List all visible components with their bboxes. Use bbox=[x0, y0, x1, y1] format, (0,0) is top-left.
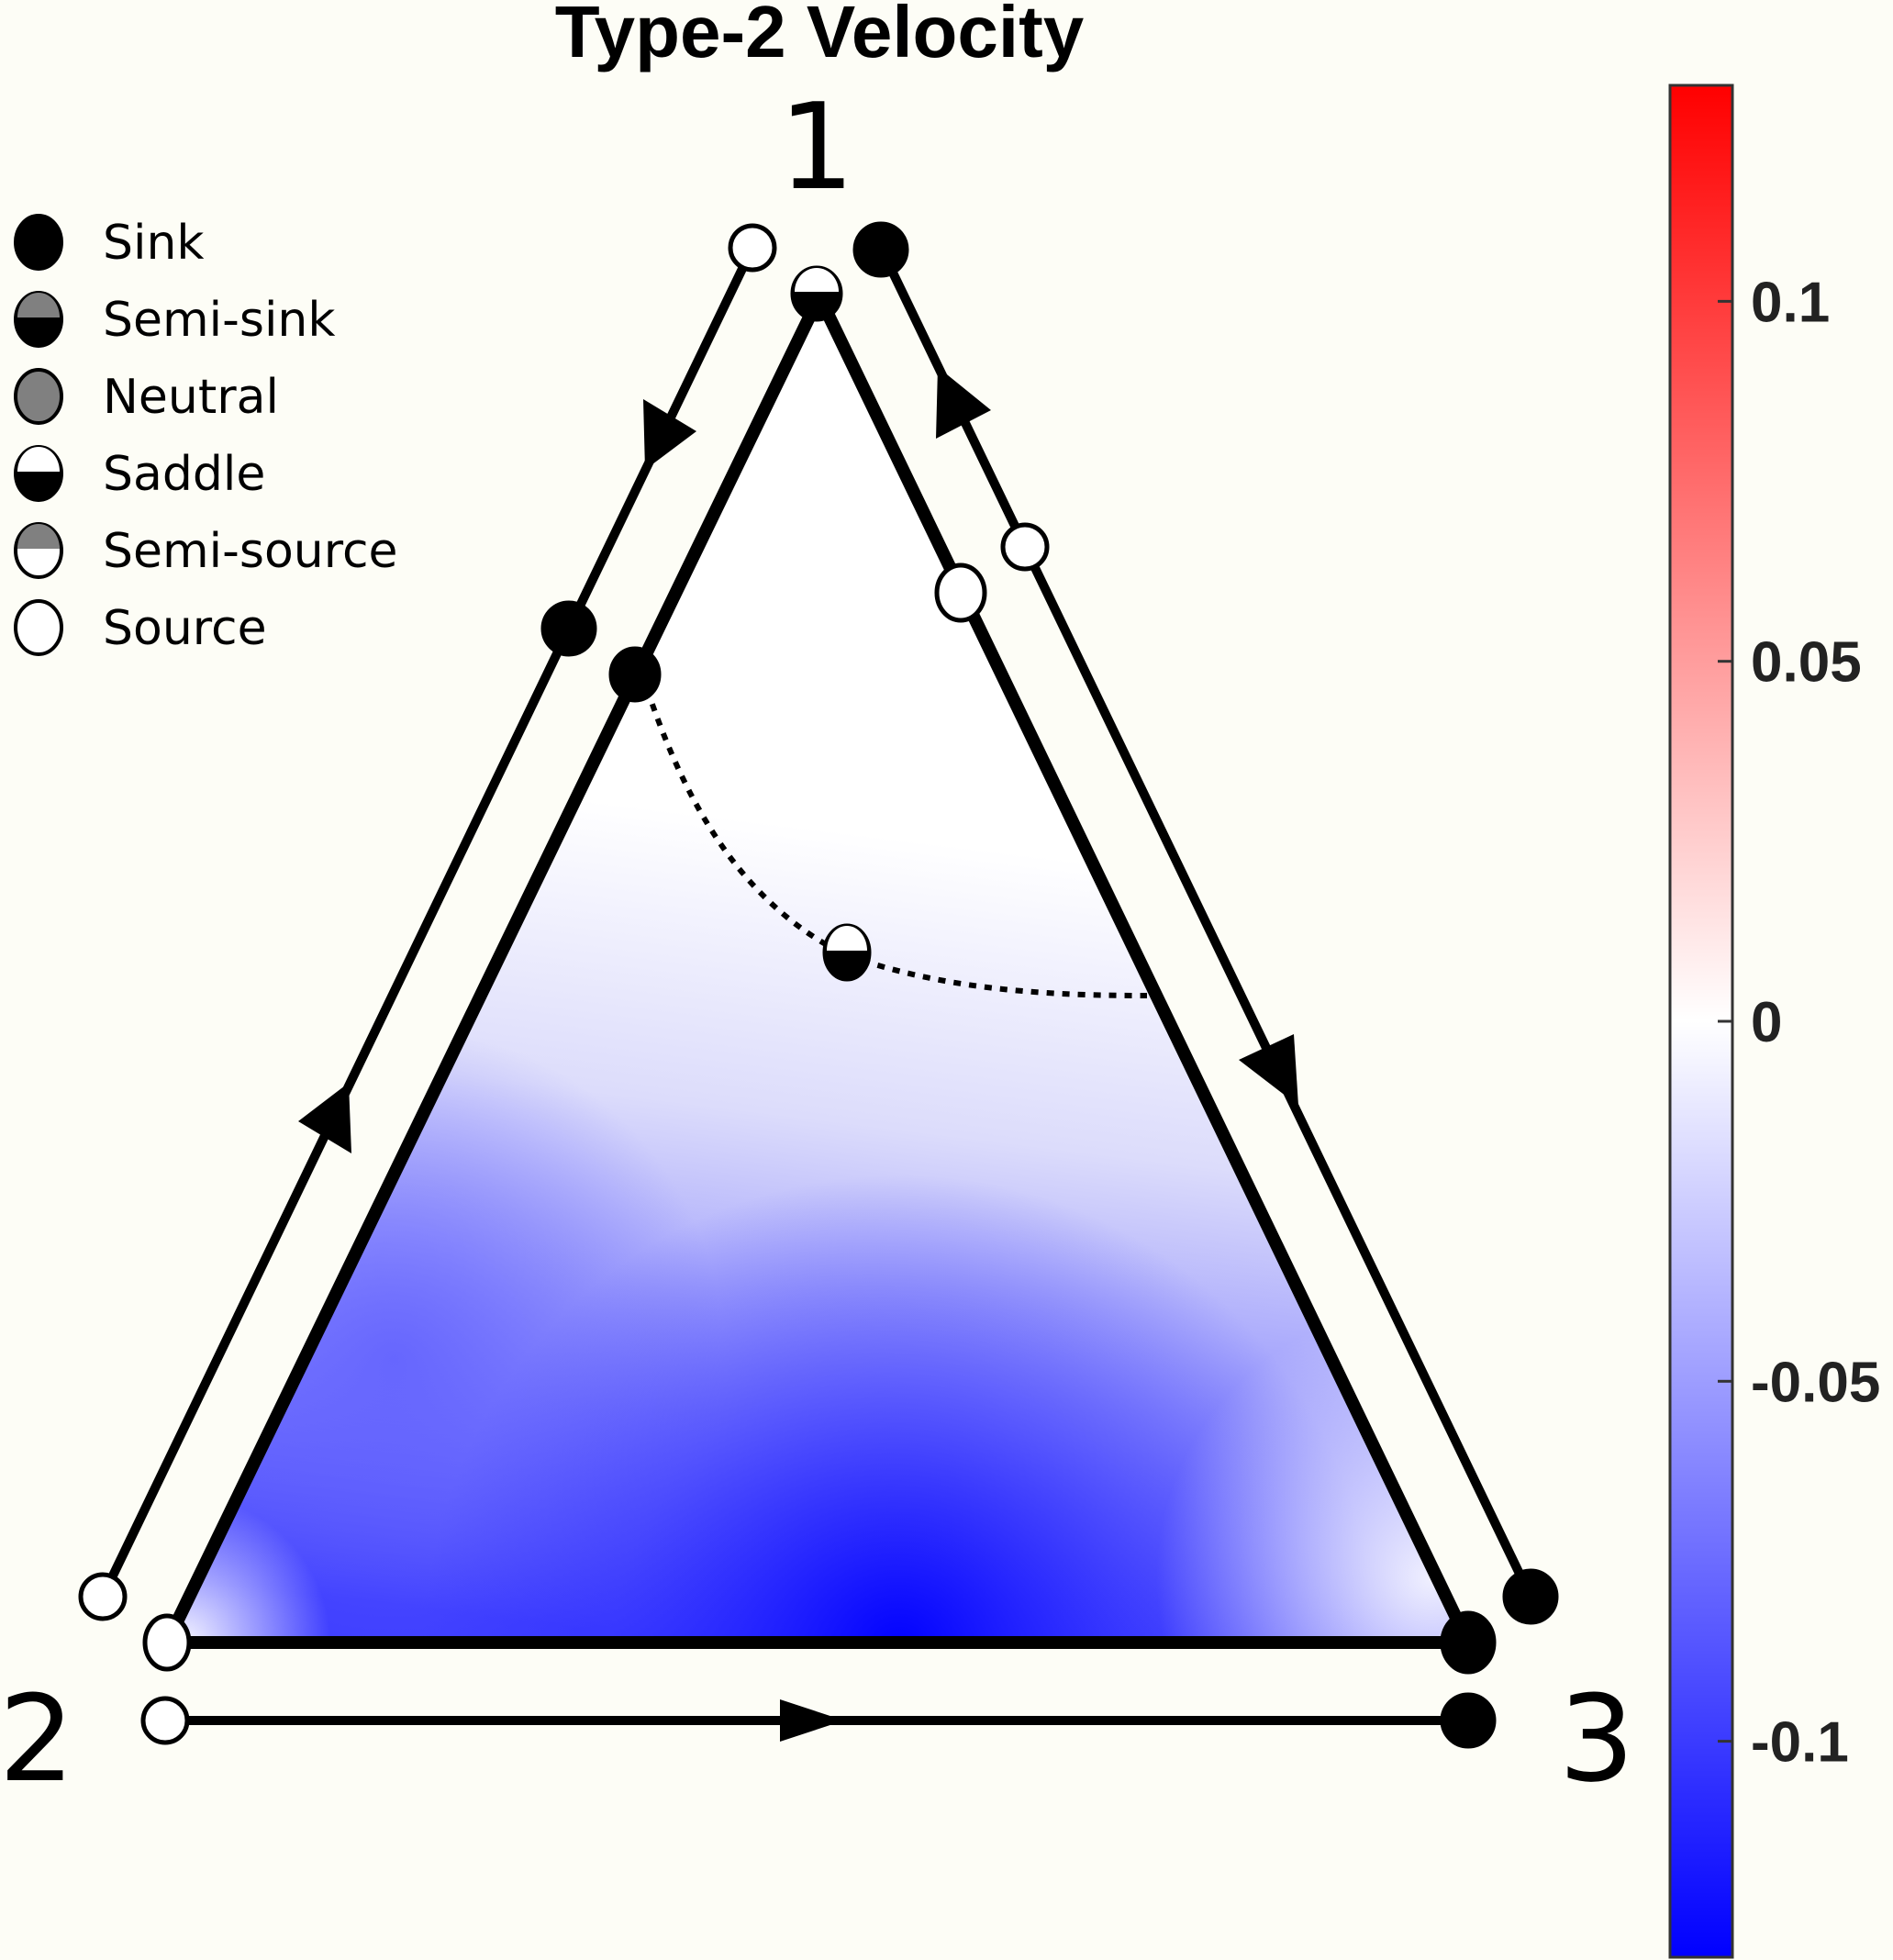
chart-title: Type-2 Velocity bbox=[555, 0, 1085, 72]
saddle-icon bbox=[14, 445, 63, 502]
sink-point bbox=[608, 646, 662, 703]
legend-label-semi-source: Semi-source bbox=[103, 524, 398, 579]
source-point bbox=[140, 1696, 190, 1745]
neutral-icon bbox=[14, 368, 63, 425]
legend-item-source: Source bbox=[14, 599, 267, 656]
source-point bbox=[78, 1572, 128, 1621]
arrow-edge-2-1-upper bbox=[643, 399, 696, 470]
colorbar: 0.1 0.05 0 -0.05 -0.1 bbox=[1668, 84, 1880, 1959]
legend-label-neutral: Neutral bbox=[103, 370, 279, 425]
separatrix bbox=[640, 674, 1148, 998]
vertex-label-3: 3 bbox=[1559, 1669, 1635, 1809]
saddle-vertex-1 bbox=[790, 265, 843, 322]
sink-icon bbox=[14, 214, 63, 271]
colorbar-tick-label: 0.1 bbox=[1751, 271, 1830, 334]
source-point bbox=[1000, 522, 1050, 572]
legend-label-source: Source bbox=[103, 601, 267, 656]
legend-item-saddle: Saddle bbox=[14, 445, 265, 502]
colorbar-tick-label: 0 bbox=[1751, 991, 1782, 1054]
source-point bbox=[934, 562, 987, 623]
arrow-edge-2-3 bbox=[780, 1699, 844, 1742]
source-vertex-2 bbox=[142, 1613, 192, 1672]
semi-sink-icon bbox=[14, 291, 63, 348]
source-point bbox=[728, 223, 777, 273]
source-icon bbox=[14, 599, 63, 656]
vertex-label-2: 2 bbox=[0, 1669, 74, 1809]
simplex-border bbox=[161, 290, 1475, 1649]
sink-vertex-3 bbox=[1440, 1610, 1497, 1675]
colorbar-tick-label: -0.1 bbox=[1751, 1711, 1849, 1775]
saddle-interior bbox=[822, 923, 872, 982]
legend: Sink Semi-sink Neutral Saddle Sem bbox=[14, 214, 398, 656]
sink-point bbox=[540, 600, 597, 657]
fixed-points bbox=[78, 221, 1559, 1749]
flow-line-1-3 bbox=[876, 245, 1535, 1599]
sink-point bbox=[1502, 1568, 1559, 1625]
legend-item-neutral: Neutral bbox=[14, 368, 279, 425]
semi-source-icon bbox=[14, 522, 63, 579]
legend-label-semi-sink: Semi-sink bbox=[103, 293, 335, 348]
legend-item-semi-sink: Semi-sink bbox=[14, 291, 335, 348]
velocity-field bbox=[167, 296, 1468, 1643]
vertex-label-1: 1 bbox=[779, 77, 855, 217]
legend-label-saddle: Saddle bbox=[103, 447, 265, 502]
arrow-edge-1-3-lower bbox=[1239, 1034, 1298, 1106]
legend-item-semi-source: Semi-source bbox=[14, 522, 398, 579]
arrow-edge-1-3-upper bbox=[936, 367, 991, 439]
flow-line-2-1 bbox=[98, 245, 757, 1599]
legend-item-sink: Sink bbox=[14, 214, 205, 271]
flow-arrows bbox=[298, 367, 1298, 1742]
colorbar-tick-label: 0.05 bbox=[1751, 631, 1862, 695]
colorbar-ticks: 0.1 0.05 0 -0.05 -0.1 bbox=[1718, 271, 1880, 1775]
arrow-edge-2-1-lower bbox=[298, 1083, 351, 1153]
sink-point bbox=[852, 221, 909, 278]
sink-point bbox=[1440, 1692, 1497, 1749]
legend-label-sink: Sink bbox=[103, 216, 205, 271]
colorbar-tick-label: -0.05 bbox=[1751, 1351, 1880, 1414]
